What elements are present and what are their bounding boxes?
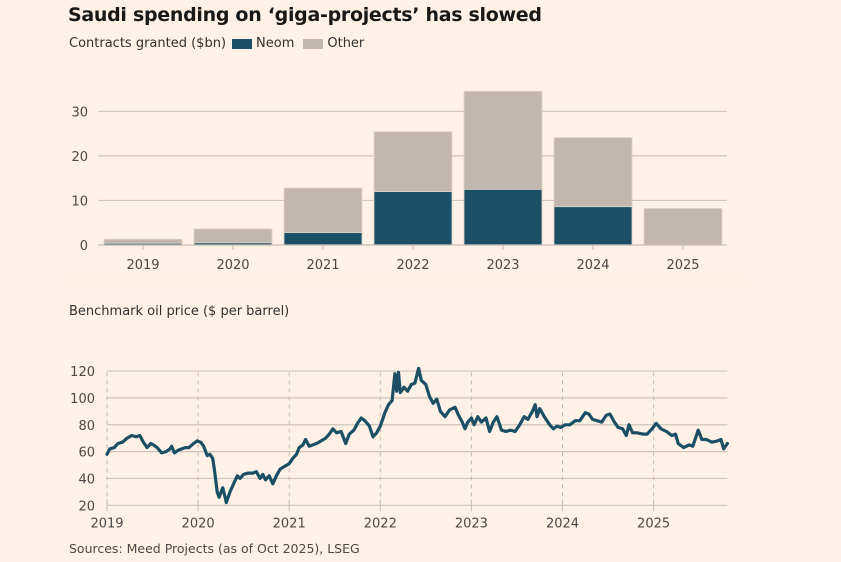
bar-x-tick-label-2020: 2020 bbox=[216, 258, 249, 273]
bar-other-2024 bbox=[553, 137, 633, 208]
line-x-tick-label-2023: 2023 bbox=[455, 516, 488, 531]
bar-x-tick-label-2022: 2022 bbox=[396, 258, 429, 273]
line-y-tick-label-20: 20 bbox=[78, 499, 95, 514]
bar-neom-2022 bbox=[373, 191, 453, 246]
bar-neom-2021 bbox=[283, 232, 363, 246]
line-x-tick-label-2025: 2025 bbox=[637, 516, 670, 531]
bar-x-tick-label-2021: 2021 bbox=[306, 258, 339, 273]
bar-neom-2023 bbox=[463, 188, 543, 246]
line-x-tick-label-2020: 2020 bbox=[182, 516, 215, 531]
line-x-tick-label-2024: 2024 bbox=[546, 516, 579, 531]
source-note: Sources: Meed Projects (as of Oct 2025),… bbox=[69, 541, 360, 556]
bar-other-2020 bbox=[193, 228, 273, 244]
legend-swatch-other bbox=[303, 38, 324, 49]
bar-y-tick-label-20: 20 bbox=[71, 150, 88, 165]
bar-x-tick-label-2019: 2019 bbox=[126, 258, 159, 273]
line-chart-series bbox=[105, 366, 729, 505]
panel-divider bbox=[64, 276, 748, 288]
legend-swatch-neom bbox=[232, 38, 253, 49]
line-x-tick-label-2022: 2022 bbox=[364, 516, 397, 531]
legend-label-other: Other bbox=[327, 36, 365, 51]
bar-other-2021 bbox=[283, 187, 363, 233]
bar-other-2023 bbox=[463, 90, 543, 190]
bar-other-2025 bbox=[643, 208, 723, 246]
bar-other-2019 bbox=[103, 238, 183, 244]
bar-y-tick-label-0: 0 bbox=[80, 239, 88, 254]
bar-chart-bars bbox=[103, 90, 723, 246]
chart-title: Saudi spending on ‘giga-projects’ has sl… bbox=[68, 4, 542, 26]
legend-label-neom: Neom bbox=[256, 36, 295, 51]
line-y-tick-label-120: 120 bbox=[70, 365, 95, 380]
bar-x-tick-label-2024: 2024 bbox=[576, 258, 609, 273]
line-chart-axis: 20 40 60 80 100 120 2019 2020 2021 2022 2023 2024 20… bbox=[70, 365, 728, 531]
bar-chart-header: Contracts granted ($bn) Neom Other bbox=[69, 36, 364, 51]
bar-chart-axis: 0 10 20 30 2019 2020 2021 2022 2023 2024 2025 bbox=[71, 105, 727, 273]
line-x-tick-label-2019: 2019 bbox=[90, 516, 123, 531]
line-y-tick-label-40: 40 bbox=[78, 472, 95, 487]
bar-other-2022 bbox=[373, 131, 453, 192]
oil-price-line bbox=[105, 366, 729, 505]
bar-x-tick-label-2023: 2023 bbox=[486, 258, 519, 273]
line-y-tick-label-100: 100 bbox=[70, 392, 95, 407]
line-x-tick-label-2021: 2021 bbox=[273, 516, 306, 531]
line-chart-grid bbox=[106, 370, 728, 506]
bar-chart-subtitle: Contracts granted ($bn) bbox=[69, 36, 227, 51]
line-y-tick-label-60: 60 bbox=[78, 446, 95, 461]
line-chart-subtitle: Benchmark oil price ($ per barrel) bbox=[69, 304, 290, 319]
bar-y-tick-label-30: 30 bbox=[71, 105, 88, 120]
line-y-tick-label-80: 80 bbox=[78, 419, 95, 434]
bar-neom-2024 bbox=[553, 206, 633, 246]
bar-y-tick-label-10: 10 bbox=[71, 194, 88, 209]
bar-x-tick-label-2025: 2025 bbox=[666, 258, 699, 273]
